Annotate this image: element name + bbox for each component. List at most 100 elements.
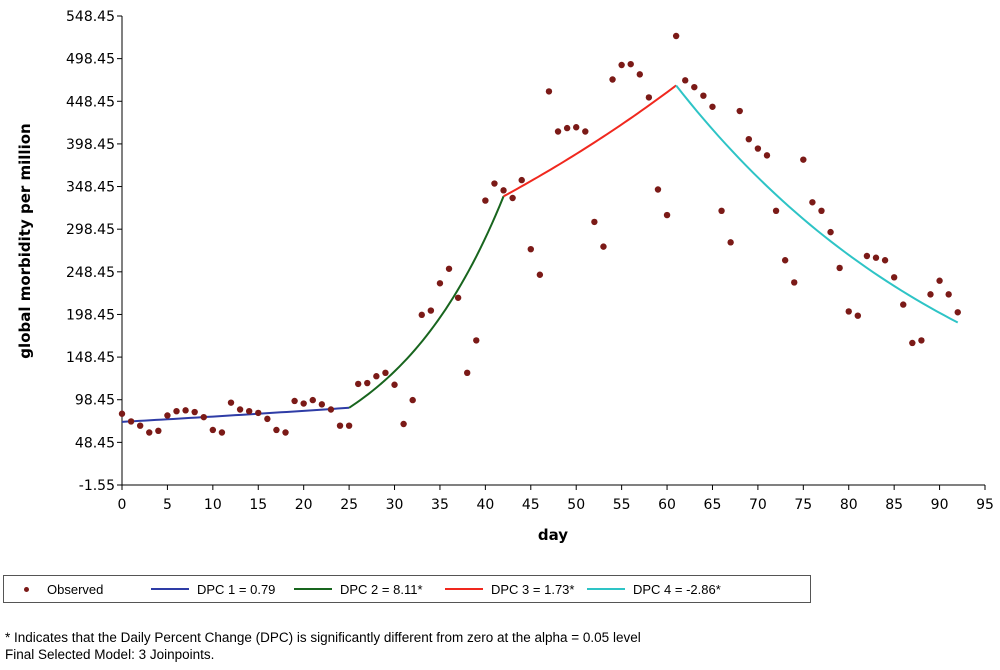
observed-point	[591, 218, 598, 226]
observed-point	[454, 294, 462, 301]
observed-point	[627, 60, 634, 68]
observed-point	[781, 257, 789, 264]
observed-point	[691, 83, 698, 91]
observed-point	[118, 410, 126, 417]
footnotes: * Indicates that the Daily Percent Chang…	[5, 629, 641, 663]
observed-point	[427, 307, 435, 314]
observed-point	[872, 254, 880, 261]
observed-point	[536, 271, 544, 278]
x-tick-label: 0	[118, 497, 127, 513]
observed-point	[445, 265, 453, 272]
x-tick-label: 65	[704, 497, 722, 513]
observed-point	[218, 429, 226, 436]
observed-point	[909, 339, 916, 347]
observed-point	[763, 152, 771, 159]
observed-point	[745, 135, 753, 143]
observed-point	[718, 207, 725, 215]
observed-point	[881, 257, 889, 264]
observed-point	[645, 94, 653, 101]
legend-item-observed: Observed	[18, 576, 103, 602]
observed-point	[318, 401, 326, 408]
observed-point	[527, 245, 534, 253]
y-tick-label: 248.45	[66, 265, 115, 281]
observed-point	[291, 397, 298, 405]
x-tick-label: 40	[476, 497, 494, 513]
legend-label-dpc1: DPC 1 = 0.79	[197, 581, 276, 597]
observed-point	[400, 420, 407, 428]
legend: Observed DPC 1 = 0.79 DPC 2 = 8.11* DPC …	[3, 575, 811, 603]
observed-point	[809, 199, 816, 206]
observed-point	[682, 77, 689, 84]
y-tick-label: 498.45	[66, 52, 115, 68]
observed-point	[736, 107, 743, 115]
observed-point	[509, 194, 516, 202]
legend-item-dpc2: DPC 2 = 8.11*	[294, 576, 423, 602]
x-tick-label: 25	[340, 497, 358, 513]
legend-item-dpc3: DPC 3 = 1.73*	[445, 576, 574, 602]
observed-point	[336, 422, 344, 429]
observed-point	[245, 408, 253, 415]
legend-label-dpc2: DPC 2 = 8.11*	[340, 581, 423, 597]
observed-point	[264, 415, 271, 423]
x-tick-label: 30	[386, 497, 404, 513]
observed-point	[818, 207, 825, 215]
observed-point	[164, 412, 171, 419]
observed-point	[482, 197, 489, 204]
observed-point	[227, 399, 235, 406]
dpc-segment-1	[121, 406, 350, 423]
observed-point	[409, 396, 416, 404]
x-tick-label: 70	[749, 497, 767, 513]
dpc2-line-icon	[294, 588, 332, 590]
observed-point	[800, 156, 807, 163]
y-tick-label: 348.45	[66, 180, 115, 196]
observed-point	[600, 243, 607, 250]
regression-lines	[121, 84, 959, 423]
y-axis-title: global morbidity per million	[16, 123, 34, 358]
x-tick-label: 75	[794, 497, 812, 513]
observed-point	[500, 187, 507, 194]
observed-point	[255, 409, 262, 417]
observed-point	[700, 92, 707, 99]
observed-point	[418, 311, 425, 319]
x-tick-label: 20	[295, 497, 313, 513]
observed-point	[282, 429, 289, 436]
observed-point	[464, 369, 471, 377]
observed-point	[936, 277, 943, 284]
x-tick-label: 80	[840, 497, 858, 513]
observed-point	[954, 309, 961, 316]
dpc-segment-2	[348, 195, 505, 409]
y-ticks: -1.55 48.45 98.45 148.45 198.45 248.45 298.45 3…	[66, 9, 122, 494]
observed-point	[927, 291, 934, 298]
legend-item-dpc1: DPC 1 = 0.79	[151, 576, 275, 602]
x-tick-label: 55	[613, 497, 631, 513]
x-tick-label: 90	[931, 497, 949, 513]
observed-point	[863, 252, 871, 260]
observed-point	[436, 280, 444, 287]
observed-point	[309, 396, 316, 404]
x-tick-label: 85	[885, 497, 903, 513]
observed-point	[327, 406, 335, 413]
joinpoint-chart: 0 5 10 15 20 25 30 35 40 45 50 55 60 65 70 75 80 85 90 95 -…	[16, 9, 994, 544]
y-tick-label: 98.45	[75, 393, 115, 409]
observed-point	[636, 71, 643, 78]
observed-point	[173, 408, 180, 415]
observed-point	[618, 61, 625, 69]
observed-point	[146, 429, 153, 436]
observed-point	[473, 337, 480, 344]
observed-point	[391, 381, 398, 388]
model-note: Final Selected Model: 3 Joinpoints.	[5, 647, 215, 662]
observed-point	[563, 124, 571, 132]
observed-marker-icon	[24, 586, 29, 592]
x-tick-label: 95	[976, 497, 994, 513]
x-ticks: 0 5 10 15 20 25 30 35 40 45 50 55 60 65 70 75 80 85 90 95	[118, 485, 994, 513]
observed-point	[200, 413, 207, 421]
y-tick-label: 448.45	[66, 94, 115, 110]
observed-point	[772, 207, 780, 215]
observed-point	[345, 422, 353, 429]
legend-label-observed: Observed	[47, 581, 104, 597]
dpc-segment-4	[675, 84, 959, 324]
observed-point	[654, 186, 662, 193]
observed-point	[209, 426, 217, 434]
y-tick-label: 48.45	[75, 435, 115, 451]
observed-point	[236, 406, 244, 413]
